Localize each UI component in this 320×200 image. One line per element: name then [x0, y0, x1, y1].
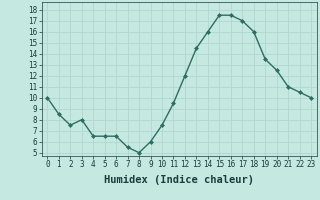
- X-axis label: Humidex (Indice chaleur): Humidex (Indice chaleur): [104, 175, 254, 185]
